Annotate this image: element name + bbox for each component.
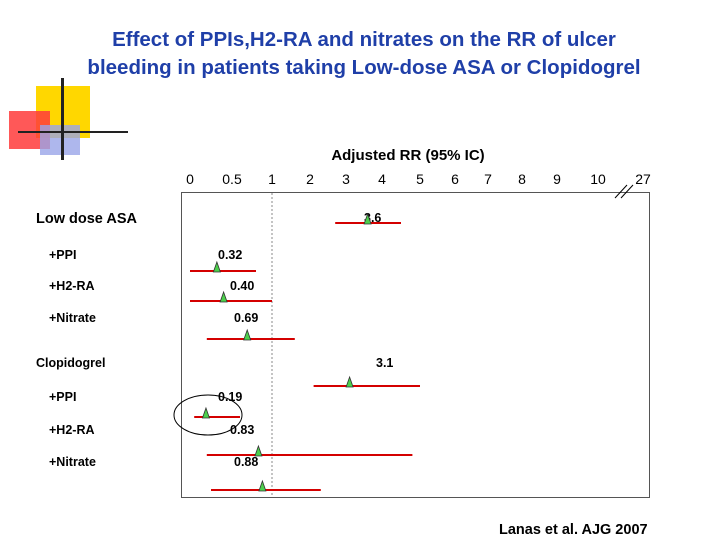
- rr-marker: [363, 212, 372, 225]
- axis-break-mark: [614, 184, 628, 199]
- row-label: +PPI: [49, 390, 77, 404]
- title-line-1: Effect of PPIs,H2-RA and nitrates on the…: [112, 28, 616, 51]
- highlight-ellipse: [173, 394, 243, 436]
- row-label: +H2-RA: [49, 279, 95, 293]
- rr-marker: [212, 260, 221, 273]
- row-label: +H2-RA: [49, 423, 95, 437]
- x-tick-label: 2: [306, 171, 314, 187]
- rr-marker: [258, 479, 267, 492]
- x-tick-label: 27: [635, 171, 651, 187]
- x-tick-label: 6: [451, 171, 459, 187]
- axis-break-mark: [620, 184, 634, 199]
- x-tick-label: 5: [416, 171, 424, 187]
- rr-marker: [345, 375, 354, 388]
- rr-marker: [254, 444, 263, 457]
- slide-title: Effect of PPIs,H2-RA and nitrates on the…: [0, 26, 728, 82]
- rr-value-label: 0.88: [234, 455, 259, 469]
- decorative-horizontal-line: [18, 131, 128, 133]
- rr-marker: [219, 290, 228, 303]
- row-label: Clopidogrel: [36, 356, 106, 370]
- x-tick-label: 4: [378, 171, 386, 187]
- x-tick-label: 1: [268, 171, 276, 187]
- x-tick-label: 9: [553, 171, 561, 187]
- row-label: +Nitrate: [49, 455, 96, 469]
- decorative-blue-square: [40, 125, 80, 155]
- row-label: +Nitrate: [49, 311, 96, 325]
- rr-value-label: 3.1: [376, 356, 394, 370]
- row-label: Low dose ASA: [36, 211, 137, 227]
- rr-marker: [201, 406, 211, 419]
- x-tick-label: 3: [342, 171, 350, 187]
- rr-value-label: 0.19: [218, 390, 243, 404]
- x-tick-label: 0: [186, 171, 194, 187]
- rr-value-label: 0.69: [234, 311, 259, 325]
- row-label: +PPI: [49, 248, 77, 262]
- rr-value-label: 0.32: [218, 248, 243, 262]
- citation: Lanas et al. AJG 2007: [499, 522, 648, 538]
- x-tick-label: 0.5: [222, 171, 242, 187]
- rr-marker: [243, 328, 252, 341]
- plot-area: [181, 192, 650, 498]
- title-line-2: bleeding in patients taking Low-dose ASA…: [87, 56, 641, 79]
- x-tick-label: 7: [484, 171, 492, 187]
- axis-title: Adjusted RR (95% IC): [331, 147, 485, 164]
- x-tick-label: 8: [518, 171, 526, 187]
- x-tick-label: 10: [590, 171, 606, 187]
- decorative-vertical-line: [61, 78, 64, 160]
- rr-value-label: 0.40: [230, 279, 255, 293]
